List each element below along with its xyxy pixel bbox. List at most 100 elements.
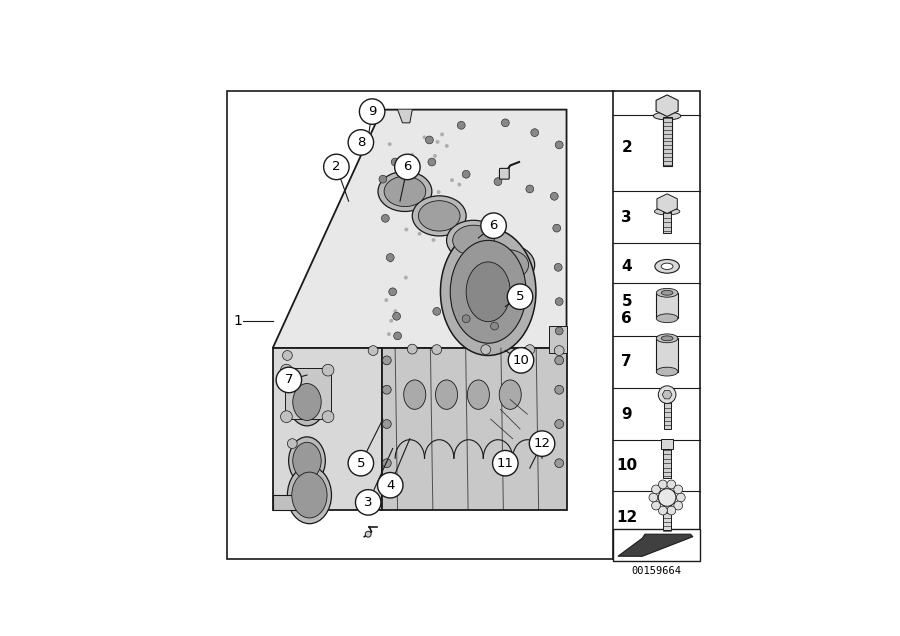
Circle shape — [674, 485, 682, 494]
Circle shape — [379, 176, 387, 183]
Ellipse shape — [654, 208, 680, 215]
Circle shape — [658, 488, 676, 506]
Ellipse shape — [467, 380, 490, 410]
Circle shape — [677, 493, 685, 502]
Circle shape — [384, 298, 388, 302]
Circle shape — [356, 490, 381, 515]
Circle shape — [652, 485, 661, 494]
Circle shape — [431, 238, 436, 242]
Bar — [663, 212, 671, 233]
Circle shape — [553, 225, 561, 232]
Circle shape — [434, 199, 437, 203]
FancyBboxPatch shape — [500, 169, 509, 179]
Text: 5: 5 — [516, 290, 525, 303]
Circle shape — [457, 121, 465, 129]
Ellipse shape — [662, 290, 673, 295]
Text: 9: 9 — [622, 407, 632, 422]
Text: 7: 7 — [284, 373, 293, 387]
Circle shape — [428, 158, 436, 166]
Ellipse shape — [656, 334, 678, 343]
Circle shape — [377, 473, 403, 498]
Circle shape — [322, 411, 334, 422]
Ellipse shape — [450, 240, 526, 343]
Circle shape — [426, 136, 433, 144]
Circle shape — [394, 154, 420, 179]
Circle shape — [501, 119, 509, 127]
Circle shape — [555, 327, 563, 335]
Circle shape — [508, 348, 534, 373]
Circle shape — [551, 192, 558, 200]
Circle shape — [382, 459, 392, 467]
Circle shape — [392, 158, 399, 166]
Ellipse shape — [404, 380, 426, 410]
Circle shape — [387, 332, 391, 336]
Ellipse shape — [453, 225, 494, 256]
Ellipse shape — [436, 380, 457, 410]
Text: 12: 12 — [616, 509, 637, 525]
Text: 4: 4 — [386, 479, 394, 492]
Text: 00159664: 00159664 — [632, 566, 681, 576]
Circle shape — [392, 312, 400, 320]
Circle shape — [554, 263, 562, 271]
Ellipse shape — [653, 112, 680, 120]
Text: 5: 5 — [356, 457, 365, 470]
Circle shape — [526, 185, 534, 193]
Text: 11: 11 — [497, 457, 514, 470]
Circle shape — [554, 346, 564, 356]
Text: 2: 2 — [332, 160, 340, 174]
Circle shape — [525, 345, 535, 354]
Polygon shape — [656, 95, 678, 116]
Circle shape — [658, 386, 676, 403]
Circle shape — [283, 350, 293, 361]
Circle shape — [555, 141, 563, 149]
Ellipse shape — [378, 171, 432, 212]
Text: 5
6: 5 6 — [621, 294, 632, 326]
Circle shape — [365, 531, 371, 537]
Circle shape — [652, 501, 661, 510]
Circle shape — [348, 450, 374, 476]
Text: 10: 10 — [513, 354, 529, 367]
Circle shape — [463, 170, 470, 178]
Ellipse shape — [655, 259, 680, 273]
Circle shape — [382, 420, 392, 429]
Circle shape — [450, 178, 454, 182]
Circle shape — [436, 190, 441, 194]
Circle shape — [415, 159, 419, 163]
Circle shape — [393, 309, 397, 314]
Circle shape — [508, 284, 533, 310]
Bar — [549, 326, 566, 353]
Circle shape — [492, 450, 518, 476]
Circle shape — [389, 259, 392, 263]
Ellipse shape — [292, 442, 321, 479]
Circle shape — [287, 439, 297, 448]
Ellipse shape — [440, 228, 536, 356]
Ellipse shape — [287, 466, 331, 523]
Ellipse shape — [446, 220, 500, 261]
Circle shape — [359, 99, 385, 124]
Polygon shape — [273, 109, 566, 348]
Ellipse shape — [289, 437, 326, 485]
Ellipse shape — [418, 201, 460, 231]
Circle shape — [418, 232, 421, 236]
Bar — [656, 338, 678, 371]
Circle shape — [276, 367, 302, 392]
Ellipse shape — [289, 378, 326, 426]
Circle shape — [667, 480, 676, 489]
Bar — [663, 503, 671, 530]
Bar — [613, 91, 700, 558]
Text: 7: 7 — [622, 354, 632, 370]
Polygon shape — [662, 391, 672, 399]
Circle shape — [392, 190, 395, 194]
Circle shape — [283, 380, 293, 390]
Circle shape — [433, 154, 437, 158]
Circle shape — [674, 501, 682, 510]
Bar — [285, 368, 331, 419]
Circle shape — [324, 154, 349, 179]
Text: 2: 2 — [621, 140, 632, 155]
Bar — [656, 293, 678, 318]
Circle shape — [554, 420, 563, 429]
Circle shape — [399, 162, 402, 165]
Bar — [663, 402, 670, 429]
Circle shape — [368, 346, 378, 356]
Text: 10: 10 — [616, 458, 637, 473]
